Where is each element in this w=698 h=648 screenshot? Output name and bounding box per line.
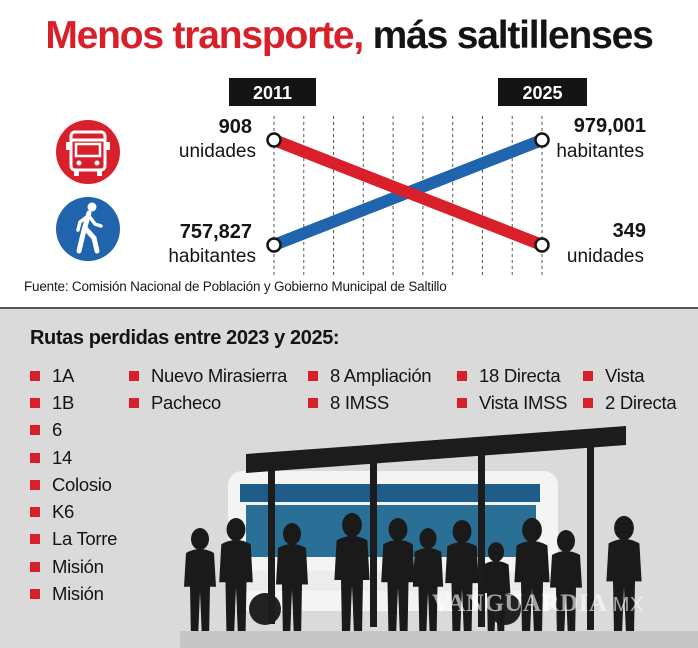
shelter-roof (246, 426, 626, 473)
route-item: La Torre (30, 526, 117, 553)
route-item: K6 (30, 498, 117, 525)
route-item: 8 IMSS (308, 389, 431, 416)
route-bullet (583, 370, 593, 381)
route-label: 2 Directa (605, 391, 677, 413)
route-bullet (457, 370, 467, 381)
watermark-logo: VANGUARDIA MX (432, 590, 644, 618)
year-label: 2011 (253, 83, 292, 103)
route-bullet (308, 370, 318, 381)
route-label: K6 (52, 501, 75, 523)
route-bullet (308, 397, 318, 408)
data-point (266, 132, 282, 148)
watermark-suffix: MX (612, 594, 644, 616)
data-label-unit: unidades (567, 246, 644, 267)
route-label: Vista IMSS (479, 391, 568, 413)
pedestrian-icon (56, 197, 120, 261)
route-label: 8 IMSS (330, 391, 389, 413)
source-note: Fuente: Comisión Nacional de Población y… (24, 279, 447, 294)
route-item: Colosio (30, 471, 117, 498)
route-bullet (129, 397, 139, 408)
routes-column-3: 8 Ampliación 8 IMSS (308, 362, 432, 417)
route-bullet (583, 397, 593, 408)
route-label: 8 Ampliación (330, 364, 432, 386)
route-item: Nuevo Mirasierra (129, 362, 287, 389)
bus-icon (56, 120, 120, 184)
route-item: Vista (583, 362, 676, 389)
data-point (534, 132, 550, 148)
route-bullet (30, 397, 40, 408)
route-bullet (30, 589, 40, 600)
route-bullet (30, 534, 40, 545)
routes-column-2: Nuevo Mirasierra Pacheco (129, 362, 287, 417)
routes-title: Rutas perdidas entre 2023 y 2025: (30, 327, 340, 349)
route-item: 6 (30, 417, 117, 444)
route-item: 1B (30, 389, 117, 416)
people-silhouettes (184, 512, 642, 639)
title-part-red: Menos transporte, (45, 14, 364, 57)
routes-column-1: 1A 1B 6 14 Colosio K6 La Torre Misión Misión (30, 362, 117, 608)
year-label-bg (498, 78, 587, 106)
data-label-unit: habitantes (556, 141, 644, 162)
route-label: 6 (52, 419, 62, 441)
series-line-bus (271, 134, 545, 251)
ground-shadow (180, 631, 698, 648)
route-bullet (30, 507, 40, 518)
route-bullet (129, 370, 139, 381)
route-item: 2 Directa (583, 389, 677, 416)
data-point (534, 237, 550, 253)
route-item: Misión (30, 553, 117, 580)
route-label: 1B (52, 391, 75, 413)
shelter-posts (268, 440, 594, 630)
route-bullet (30, 425, 40, 436)
route-label: Vista (605, 364, 645, 386)
route-item: 1A (30, 362, 117, 389)
bus-stop-illustration (180, 426, 698, 648)
section-divider (0, 307, 698, 309)
data-label-value: 979,001 (574, 115, 646, 137)
route-label: 18 Directa (479, 364, 561, 386)
route-item: 8 Ampliación (308, 362, 432, 389)
route-bullet (30, 370, 40, 381)
route-label: Pacheco (151, 391, 221, 413)
route-label: 14 (52, 446, 72, 468)
route-label: 1A (52, 364, 75, 386)
route-bullet (30, 561, 40, 572)
route-bullet (457, 397, 467, 408)
routes-column-5: Vista 2 Directa (583, 362, 677, 417)
route-item: Vista IMSS (457, 389, 567, 416)
route-bullet (30, 452, 40, 463)
route-bullet (30, 479, 40, 490)
route-label: Colosio (52, 473, 112, 495)
data-label-unit: unidades (179, 141, 256, 162)
data-label-value: 349 (613, 220, 646, 242)
routes-column-4: 18 Directa Vista IMSS (457, 362, 567, 417)
title-part-black: más saltillenses (372, 14, 654, 57)
route-label: La Torre (52, 528, 118, 550)
data-label-value: 908 (219, 116, 252, 138)
page-title: Menos transporte, más saltillenses (0, 14, 698, 58)
route-label: Misión (52, 555, 104, 577)
route-item: 18 Directa (457, 362, 567, 389)
route-item: Pacheco (129, 389, 287, 416)
route-item: Misión (30, 580, 117, 607)
data-point (266, 237, 282, 253)
route-item: 14 (30, 444, 117, 471)
slope-chart: 2011 2025 908 unidades 349 unidades 757,827 hab… (56, 78, 646, 278)
routes-panel: Rutas perdidas entre 2023 y 2025: 1A 1B 6 1… (0, 309, 698, 648)
watermark-text: VANGUARDIA (432, 590, 607, 617)
year-label-bg (229, 78, 316, 106)
data-label-unit: habitantes (168, 246, 256, 267)
data-label-value: 757,827 (180, 221, 252, 243)
route-label: Misión (52, 583, 104, 605)
year-label: 2025 (522, 83, 562, 103)
route-label: Nuevo Mirasierra (151, 364, 288, 386)
